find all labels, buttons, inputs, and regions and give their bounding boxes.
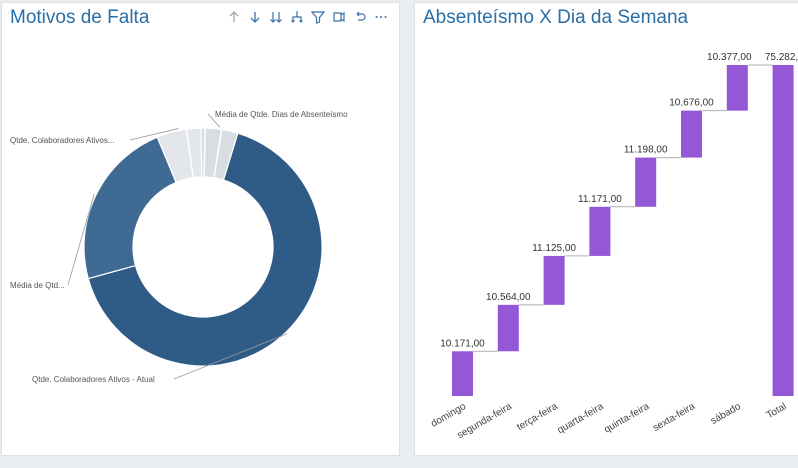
donut-separator (203, 128, 206, 178)
donut-chart-title: Motivos de Falta (10, 7, 150, 28)
donut-label: Qtde. Colaboradores Ativos... (10, 136, 115, 145)
waterfall-chart-title: Absenteísmo X Dia da Semana (423, 7, 689, 28)
leader-line (129, 128, 179, 141)
donut-label: Média de Qtd... (10, 281, 65, 290)
donut-separator (213, 129, 223, 178)
leader-line (67, 193, 95, 286)
donut-slice[interactable] (87, 132, 323, 367)
double-arrow-down-icon[interactable] (268, 9, 284, 25)
motivos-falta-panel: Motivos de Falta Qtde. Colaboradores Ati… (1, 2, 400, 456)
visual-toolbar (226, 9, 389, 25)
waterfall-chart: 10.171,00domingo10.564,00segunda-feira11… (429, 52, 798, 441)
waterfall-bar[interactable] (589, 206, 611, 256)
waterfall-bar[interactable] (635, 157, 657, 207)
category-tick-label: quarta-feira (556, 401, 606, 436)
donut-slice[interactable] (83, 136, 177, 280)
category-tick-label: quinta-feira (602, 401, 651, 436)
waterfall-bar[interactable] (543, 255, 565, 305)
category-tick-label: Total (765, 401, 789, 421)
expand-hierarchy-icon[interactable] (289, 9, 305, 25)
donut-slice[interactable] (200, 127, 239, 181)
absenteismo-panel: Absenteísmo X Dia da Semana 10.171,00 dom… (414, 2, 798, 456)
arrow-down-icon[interactable] (247, 9, 263, 25)
focus-mode-icon[interactable] (331, 9, 347, 25)
leader-line (173, 333, 288, 380)
category-tick-label: domingo (429, 401, 468, 430)
leader-line (207, 113, 221, 128)
category-tick-label: terça-feira (515, 401, 560, 433)
arrow-up-icon[interactable] (226, 9, 242, 25)
data-label: 11.171,00 (578, 194, 622, 205)
waterfall-bar[interactable] (726, 65, 748, 111)
more-options-icon[interactable] (373, 9, 389, 25)
data-label: 11.198,00 (624, 145, 668, 156)
waterfall-bar[interactable] (497, 304, 519, 352)
donut-chart: Qtde. Colaboradores Ativos - Atual Média … (10, 110, 348, 384)
data-label: 10.377,00 (707, 52, 752, 63)
donut-separator (185, 129, 195, 178)
waterfall-bar[interactable] (772, 65, 794, 396)
waterfall-bar[interactable] (681, 110, 702, 158)
category-tick-label: sexta-feira (651, 401, 697, 434)
data-label: 10.676,00 (669, 98, 714, 109)
donut-label: Média de Qtde. Dias de Absenteísmo (215, 110, 348, 119)
waterfall-bar[interactable] (452, 351, 473, 396)
data-label: 11.125,00 (532, 243, 576, 254)
data-label: 75.282,00 (765, 52, 798, 63)
donut-label: Qtde. Colaboradores Ativos - Atual (32, 375, 155, 384)
undo-icon[interactable] (352, 9, 368, 25)
category-tick-label: sábado (709, 401, 743, 427)
data-label: 10.564,00 (486, 292, 531, 303)
filter-icon[interactable] (310, 9, 326, 25)
data-label: 10.171,00 (440, 338, 485, 349)
